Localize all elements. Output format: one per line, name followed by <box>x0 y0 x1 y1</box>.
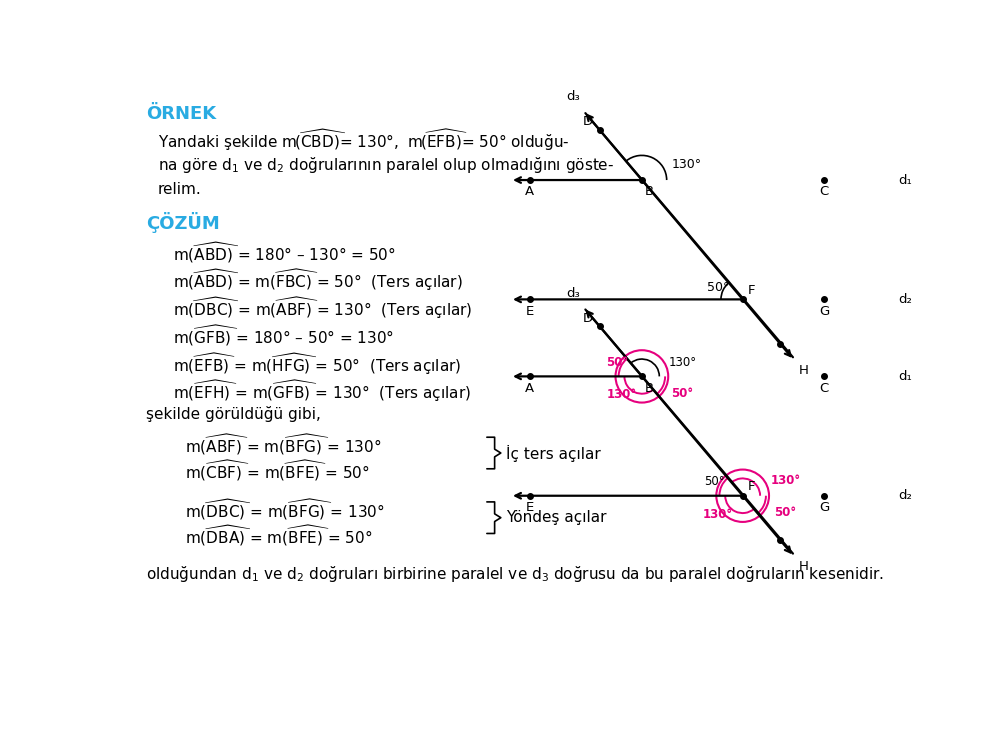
Text: G: G <box>819 501 829 514</box>
Text: 130°: 130° <box>669 356 697 369</box>
Text: A: A <box>525 185 534 198</box>
Text: d₁: d₁ <box>899 174 912 187</box>
Text: m$\widehat{(\mathrm{DBC})}$ = m$\widehat{(\mathrm{BFG})}$ = 130°: m$\widehat{(\mathrm{DBC})}$ = m$\widehat… <box>184 497 385 522</box>
Text: m$\widehat{(\mathrm{DBA})}$ = m$\widehat{(\mathrm{BFE})}$ = 50°: m$\widehat{(\mathrm{DBA})}$ = m$\widehat… <box>184 523 372 548</box>
Text: C: C <box>819 382 829 395</box>
Text: F: F <box>748 284 754 297</box>
Text: 50°: 50° <box>671 387 694 400</box>
Text: m$\widehat{(\mathrm{EFB})}$ = m$\widehat{(\mathrm{HFG})}$ = 50°  (Ters açılar): m$\widehat{(\mathrm{EFB})}$ = m$\widehat… <box>173 351 461 376</box>
Text: m$\widehat{(\mathrm{ABF})}$ = m$\widehat{(\mathrm{BFG})}$ = 130°: m$\widehat{(\mathrm{ABF})}$ = m$\widehat… <box>184 432 382 457</box>
Text: H: H <box>799 364 808 377</box>
Text: 50°: 50° <box>606 356 629 369</box>
Text: İç ters açılar: İç ters açılar <box>506 445 601 461</box>
Text: 50°: 50° <box>707 281 730 294</box>
Text: 130°: 130° <box>770 474 800 487</box>
Text: 130°: 130° <box>606 389 637 401</box>
Text: d₂: d₂ <box>899 293 912 306</box>
Text: G: G <box>819 305 829 318</box>
Text: C: C <box>819 185 829 198</box>
Text: d₁: d₁ <box>899 370 912 383</box>
Text: Yöndeş açılar: Yöndeş açılar <box>506 510 607 525</box>
Text: na göre d$_1$ ve d$_2$ doğrularının paralel olup olmadığını göste-: na göre d$_1$ ve d$_2$ doğrularının para… <box>158 156 614 175</box>
Text: 130°: 130° <box>671 158 701 171</box>
Text: olduğundan d$_1$ ve d$_2$ doğruları birbirine paralel ve d$_3$ doğrusu da bu par: olduğundan d$_1$ ve d$_2$ doğruları birb… <box>146 563 884 584</box>
Text: m$\widehat{(\mathrm{DBC})}$ = m$\widehat{(\mathrm{ABF})}$ = 130°  (Ters açılar): m$\widehat{(\mathrm{DBC})}$ = m$\widehat… <box>173 296 473 321</box>
Text: relim.: relim. <box>158 181 201 197</box>
Text: 50°: 50° <box>704 476 725 488</box>
Text: B: B <box>645 185 654 198</box>
Text: F: F <box>748 480 754 494</box>
Text: Yandaki şekilde m$\!\widehat{(\mathrm{CBD})}$= 130°,  m$\!\widehat{(\mathrm{EFB}: Yandaki şekilde m$\!\widehat{(\mathrm{CB… <box>158 128 569 153</box>
Text: A: A <box>525 382 534 395</box>
Text: E: E <box>526 305 534 318</box>
Text: d₃: d₃ <box>567 287 581 299</box>
Text: d₂: d₂ <box>899 489 912 502</box>
Text: m$\widehat{(\mathrm{EFH})}$ = m$\widehat{(\mathrm{GFB})}$ = 130°  (Ters açılar): m$\widehat{(\mathrm{EFH})}$ = m$\widehat… <box>173 379 471 404</box>
Text: m$\widehat{(\mathrm{ABD})}$ = 180° – 130° = 50°: m$\widehat{(\mathrm{ABD})}$ = 180° – 130… <box>173 240 395 265</box>
Text: m$\widehat{(\mathrm{CBF})}$ = m$\widehat{(\mathrm{BFE})}$ = 50°: m$\widehat{(\mathrm{CBF})}$ = m$\widehat… <box>184 459 370 483</box>
Text: ÇÖZÜM: ÇÖZÜM <box>146 212 220 234</box>
Text: 130°: 130° <box>702 509 733 522</box>
Text: m$\widehat{(\mathrm{ABD})}$ = m$\widehat{(\mathrm{FBC})}$ = 50°  (Ters açılar): m$\widehat{(\mathrm{ABD})}$ = m$\widehat… <box>173 268 463 293</box>
Text: B: B <box>645 382 654 395</box>
Text: m$\widehat{(\mathrm{GFB})}$ = 180° – 50° = 130°: m$\widehat{(\mathrm{GFB})}$ = 180° – 50°… <box>173 324 394 348</box>
Text: D: D <box>584 311 594 325</box>
Text: 50°: 50° <box>774 507 796 519</box>
Text: E: E <box>526 501 534 514</box>
Text: şekilde görüldüğü gibi,: şekilde görüldüğü gibi, <box>146 407 321 423</box>
Text: D: D <box>584 116 594 129</box>
Text: H: H <box>799 560 808 573</box>
Text: ÖRNEK: ÖRNEK <box>146 104 216 122</box>
Text: d₃: d₃ <box>567 90 581 104</box>
